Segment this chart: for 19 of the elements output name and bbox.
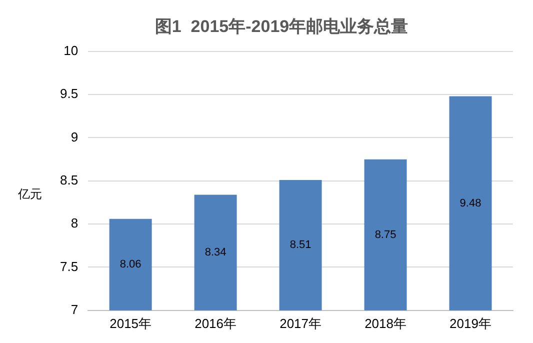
data-label: 8.51 — [290, 239, 312, 252]
x-tick-label: 2017年 — [280, 316, 322, 331]
y-tick-label: 7.5 — [60, 258, 78, 274]
y-tick-label: 8 — [70, 216, 78, 231]
x-tick-label: 2018年 — [364, 316, 406, 331]
data-label: 8.06 — [120, 258, 142, 271]
x-tick-label: 2015年 — [110, 316, 152, 331]
y-tick-label: 8.5 — [60, 172, 78, 188]
y-axis-title: 亿元 — [18, 186, 42, 203]
data-label: 9.48 — [460, 197, 482, 210]
data-label: 8.75 — [374, 228, 396, 241]
data-label: 8.34 — [204, 246, 226, 259]
chart-title: 图1 2015年-2019年邮电业务总量 — [154, 16, 408, 36]
y-tick-label: 9 — [70, 129, 78, 144]
x-tick-label: 2016年 — [194, 316, 237, 331]
y-tick-label: 7 — [70, 302, 78, 317]
y-tick-label: 9.5 — [60, 86, 78, 102]
y-tick-label: 10 — [64, 42, 78, 58]
x-tick-label: 2019年 — [450, 316, 492, 331]
